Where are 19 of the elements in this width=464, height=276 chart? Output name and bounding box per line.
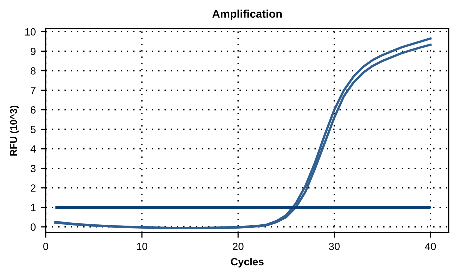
y-tick-label: 5: [30, 126, 36, 134]
chart-title: Amplification: [212, 10, 282, 20]
y-tick-label: 7: [31, 87, 36, 94]
y-tick-label: 8: [30, 67, 36, 75]
x-tick-label: 20: [233, 242, 244, 250]
x-tick-label: 0: [44, 242, 48, 250]
y-tick-label: 9: [30, 48, 36, 56]
y-tick-label: 6: [31, 106, 36, 114]
x-tick-label: 40: [425, 242, 436, 250]
x-tick-label: 30: [329, 242, 340, 250]
y-tick-label: 10: [25, 28, 36, 36]
y-tick-label: 0: [30, 224, 36, 232]
y-tick-label: 1: [31, 204, 36, 212]
y-axis-title: RFU (10^3): [10, 106, 20, 156]
x-axis-title: Cycles: [231, 258, 264, 268]
y-tick-label: 4: [30, 146, 36, 153]
y-tick-label: 2: [31, 184, 36, 192]
y-tick-label: 3: [30, 165, 36, 172]
x-tick-label: 10: [137, 242, 148, 250]
